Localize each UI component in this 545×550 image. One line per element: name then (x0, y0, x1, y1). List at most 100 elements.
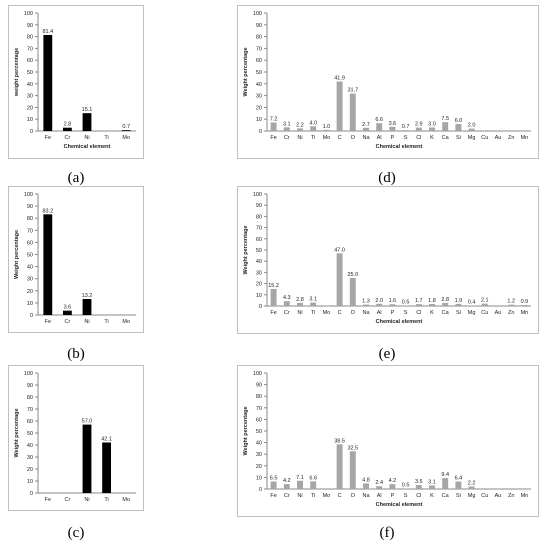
data-label-ti: 6.6 (309, 475, 317, 481)
x-tick-label: Au (495, 493, 502, 499)
bar-zn (508, 304, 515, 306)
bar-si (455, 123, 462, 131)
x-tick-label: Cr (64, 135, 70, 141)
x-tick-label: K (430, 310, 434, 316)
bar-o (349, 451, 356, 489)
bar-k (429, 485, 435, 489)
bar-c (336, 444, 343, 489)
bar-fe (270, 481, 277, 489)
x-tick-label: Si (456, 493, 461, 499)
y-tick-label: 50 (256, 429, 262, 435)
x-tick-label: Mg (468, 493, 476, 499)
bar-cr (283, 484, 290, 489)
chart-frame-a (8, 5, 144, 159)
y-tick-label: 80 (256, 214, 262, 220)
data-label-al: 2.0 (375, 298, 383, 304)
bar-c (336, 253, 343, 306)
panel-label-c: (c) (67, 525, 85, 541)
bar-ti (102, 442, 112, 493)
data-label-ni: 2.8 (296, 297, 304, 303)
panel-label-f: (f) (379, 525, 395, 541)
y-axis-label: Weight percentage (14, 408, 20, 457)
bar-cr (283, 127, 290, 131)
bar-na (363, 304, 369, 306)
chart-svg-c: 0 10 20 30 40 50 60 70 80 90 100 Weight percentage F… (8, 365, 144, 511)
data-label-ca: 9.4 (441, 472, 449, 478)
chart-frame-d (237, 5, 539, 159)
chart-svg-d: 0 10 20 30 40 50 60 70 80 90 100 Weight percentage 7… (237, 5, 539, 159)
y-tick-label: 90 (256, 23, 262, 29)
data-label-cr: 3.6 (64, 305, 72, 311)
x-tick-label: P (391, 493, 395, 499)
x-tick-label: Fe (270, 493, 276, 499)
x-tick-label: Na (362, 493, 370, 499)
data-label-si: 6.0 (455, 118, 463, 124)
x-tick-label: Mn (521, 310, 529, 316)
y-tick-label: 0 (259, 129, 262, 135)
bar-s (402, 130, 409, 131)
x-tick-label: K (430, 135, 434, 141)
y-tick-label: 30 (256, 94, 262, 100)
y-tick-label: 100 (24, 192, 33, 198)
data-label-s: 0.7 (402, 124, 410, 130)
x-tick-label: Cr (64, 497, 70, 503)
y-tick-label: 40 (256, 259, 262, 265)
y-tick-label: 20 (27, 467, 33, 473)
chart-panel-b: 0 10 20 30 40 50 60 70 80 90 100 Weight percentage 8… (8, 186, 144, 333)
y-tick-label: 60 (27, 240, 33, 246)
y-tick-label: 50 (256, 70, 262, 76)
y-tick-label: 40 (27, 265, 33, 271)
x-tick-label: Ca (442, 310, 450, 316)
x-tick-label: Si (456, 135, 461, 141)
x-tick-label: P (391, 310, 395, 316)
data-label-ni: 57.0 (82, 419, 93, 425)
data-label-fe: 83.2 (42, 208, 53, 214)
data-label-k: 3.1 (428, 479, 436, 485)
x-tick-label: Na (362, 135, 370, 141)
bar-mo (323, 129, 330, 131)
y-tick-label: 20 (27, 105, 33, 111)
y-tick-label: 90 (27, 204, 33, 210)
x-tick-label: C (338, 493, 342, 499)
y-axis-label: Weight percentage (243, 406, 249, 455)
chart-svg-a: 0 10 20 30 40 50 60 70 80 90 100 weight percentage 8… (8, 5, 144, 159)
x-tick-label: Ti (104, 319, 108, 325)
chart-frame-e (237, 186, 539, 334)
y-tick-label: 100 (24, 371, 33, 377)
bar-ti (310, 302, 317, 306)
y-tick-label: 0 (30, 491, 33, 497)
bar-cu (481, 303, 488, 306)
y-tick-label: 10 (256, 293, 262, 299)
y-tick-label: 20 (256, 105, 262, 111)
chart-panel-a: 0 10 20 30 40 50 60 70 80 90 100 weight percentage 8… (8, 5, 144, 159)
y-tick-label: 0 (30, 313, 33, 319)
data-label-ni: 15.1 (82, 107, 93, 113)
x-tick-label: Zn (508, 310, 514, 316)
x-tick-label: Cu (481, 493, 488, 499)
data-label-k: 1.8 (428, 298, 436, 304)
y-tick-label: 40 (256, 441, 262, 447)
y-tick-label: 0 (259, 304, 262, 310)
x-tick-label: Fe (270, 310, 276, 316)
bar-mn (521, 304, 528, 306)
y-tick-label: 70 (27, 46, 33, 52)
bar-o (349, 278, 356, 306)
x-tick-label: Ni (297, 135, 302, 141)
y-tick-label: 10 (27, 117, 33, 123)
data-label-s: 0.5 (402, 482, 410, 488)
x-tick-label: Cl (416, 493, 421, 499)
x-tick-label: Ni (297, 493, 302, 499)
data-label-al: 2.4 (375, 480, 383, 486)
y-axis-label: weight percentage (14, 48, 20, 97)
y-tick-label: 70 (27, 407, 33, 413)
bar-fe (270, 288, 277, 306)
bar-mo (121, 130, 131, 131)
y-tick-label: 80 (27, 35, 33, 41)
chart-frame-c (8, 365, 144, 511)
bar-ni (82, 299, 92, 315)
x-tick-label: Al (377, 135, 382, 141)
data-label-s: 0.5 (402, 299, 410, 305)
chart-svg-f: 0 10 20 30 40 50 60 70 80 90 100 Weight percentage 6… (237, 365, 539, 517)
bar-ti (310, 126, 317, 131)
panel-label-e: (e) (378, 346, 396, 362)
